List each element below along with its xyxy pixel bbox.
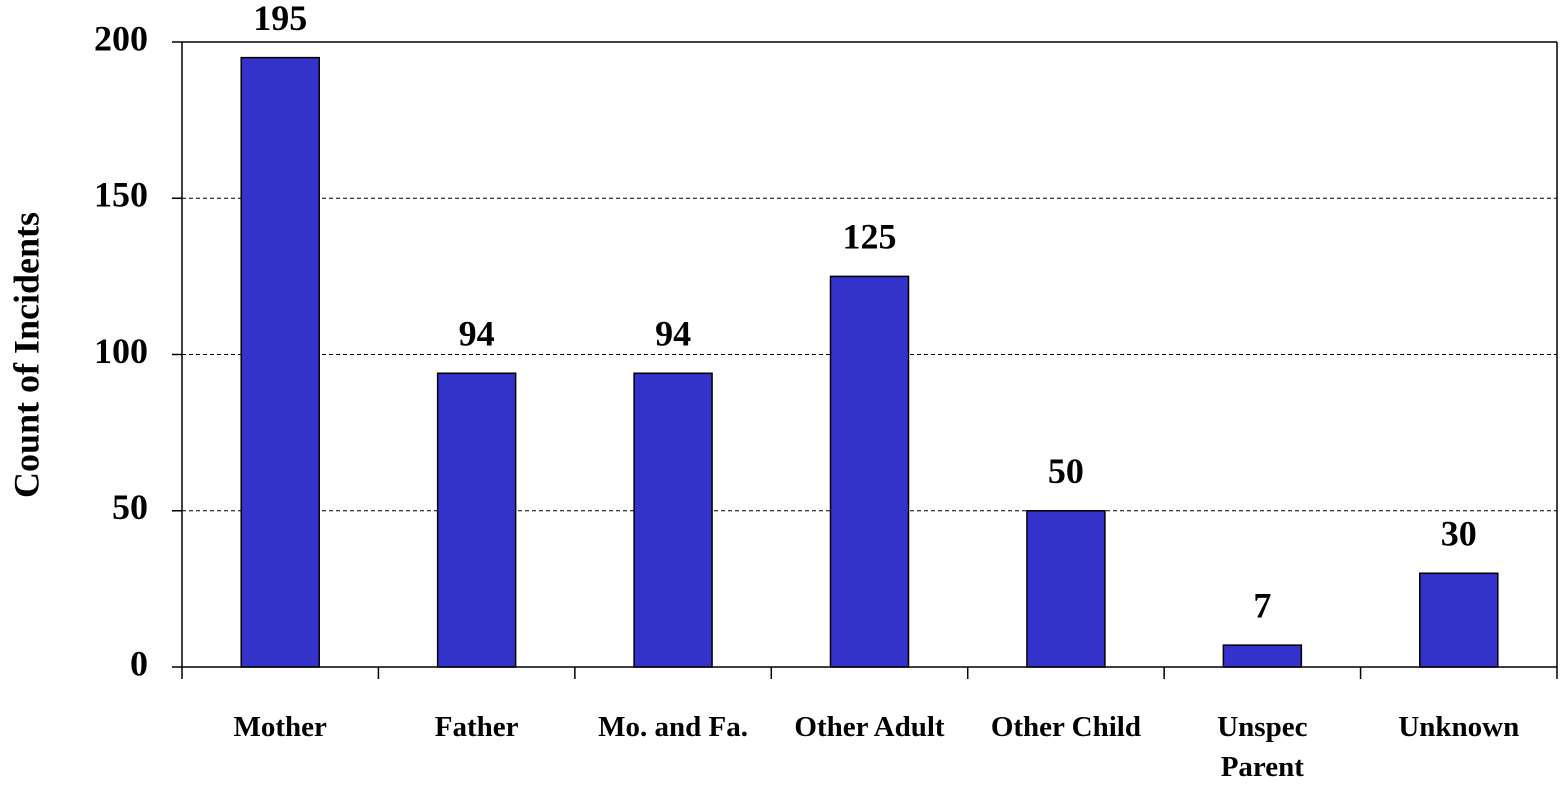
y-tick-label: 100: [94, 331, 148, 371]
data-label: 94: [459, 314, 495, 354]
data-label: 30: [1441, 514, 1477, 554]
data-label: 125: [843, 217, 897, 257]
data-label: 195: [253, 0, 307, 38]
data-label: 94: [655, 314, 691, 354]
x-tick-label: Mother: [233, 711, 327, 743]
bar: [829, 275, 910, 668]
x-tick-label: Father: [434, 711, 519, 743]
bar: [1222, 644, 1303, 668]
bar: [240, 56, 320, 668]
x-tick-label: Unspec Parent: [1217, 711, 1308, 783]
x-tick-label: Unknown: [1398, 711, 1520, 743]
bar: [1419, 572, 1499, 668]
y-tick-label: 150: [94, 175, 148, 215]
data-label: 50: [1048, 451, 1084, 491]
y-tick-label: 200: [94, 18, 148, 58]
y-tick-label: 0: [130, 643, 148, 683]
data-label: 7: [1253, 585, 1271, 625]
bar: [436, 372, 517, 668]
bar: [1026, 510, 1106, 668]
x-tick-label: Mo. and Fa.: [598, 711, 748, 743]
x-tick-label: Other Adult: [794, 711, 945, 743]
y-tick-label: 50: [112, 487, 148, 527]
bar: [633, 372, 713, 668]
x-tick-label: Other Child: [990, 711, 1141, 743]
y-axis-title: Count of Incidents: [6, 212, 46, 498]
